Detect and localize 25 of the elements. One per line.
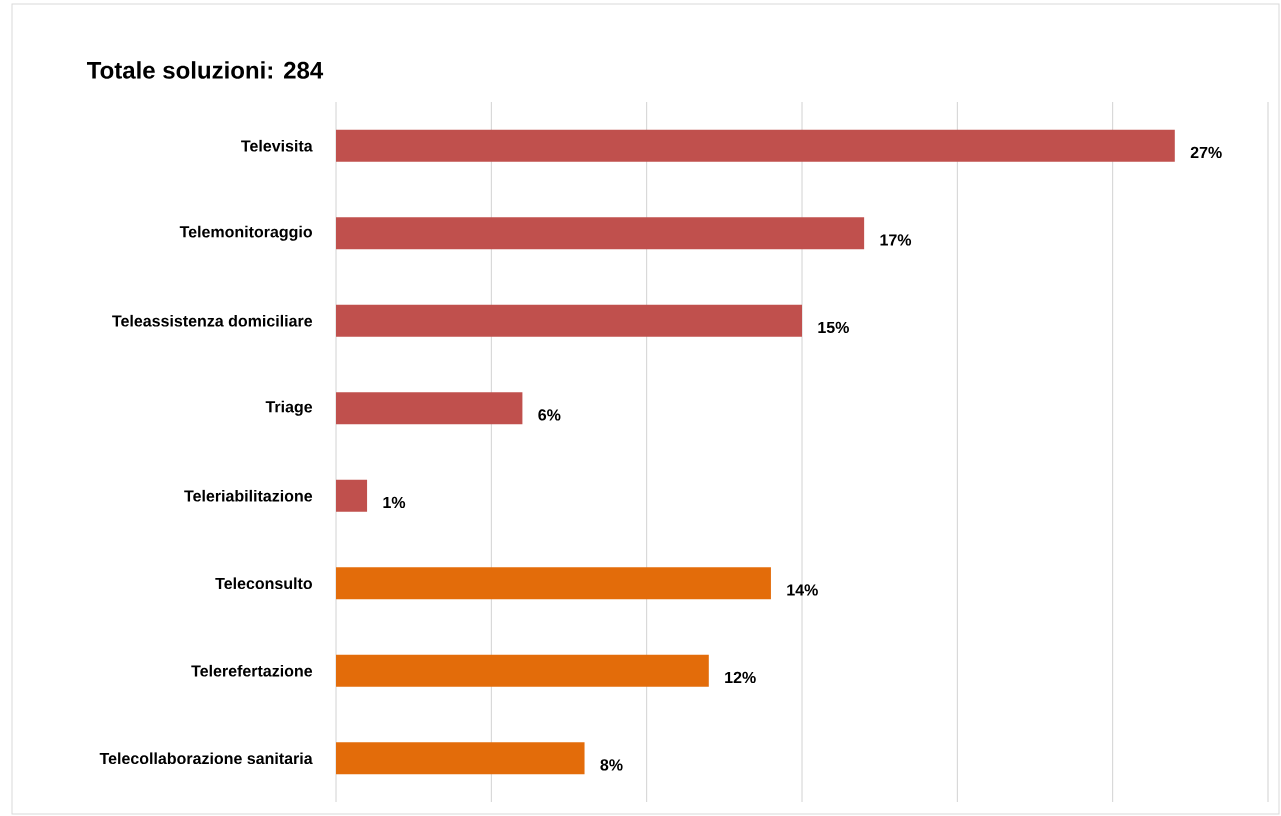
- y-tick-label: Triage: [265, 400, 313, 416]
- bar: [336, 392, 523, 425]
- y-tick-label: Televisita: [241, 139, 313, 152]
- y-tick-label: Telerefertazione: [191, 664, 313, 677]
- y-tick-label: Teleriabilitazione: [184, 489, 313, 502]
- bar: [336, 479, 368, 512]
- data-label: 15%: [818, 321, 849, 334]
- bar: [336, 654, 709, 687]
- chart-title: Totale soluzioni: 284: [86, 61, 324, 79]
- data-label: 8%: [600, 759, 623, 771]
- data-label: 6%: [538, 409, 561, 421]
- data-label: 14%: [787, 584, 818, 596]
- y-tick-label: Teleassistenza domiciliare: [112, 314, 313, 327]
- bar: [336, 217, 865, 250]
- bar: [336, 304, 803, 337]
- bar: [336, 567, 771, 600]
- data-label: 27%: [1190, 146, 1222, 159]
- y-tick-label: Teleconsulto: [215, 577, 312, 590]
- data-label: 12%: [725, 671, 756, 684]
- bar: [336, 129, 1175, 162]
- data-label: 1%: [383, 496, 406, 509]
- y-tick-label: Telemonitoraggio: [179, 225, 313, 241]
- data-label: 17%: [880, 234, 912, 246]
- bar: [336, 742, 585, 775]
- y-tick-label: Telecollaborazione sanitaria: [99, 752, 313, 765]
